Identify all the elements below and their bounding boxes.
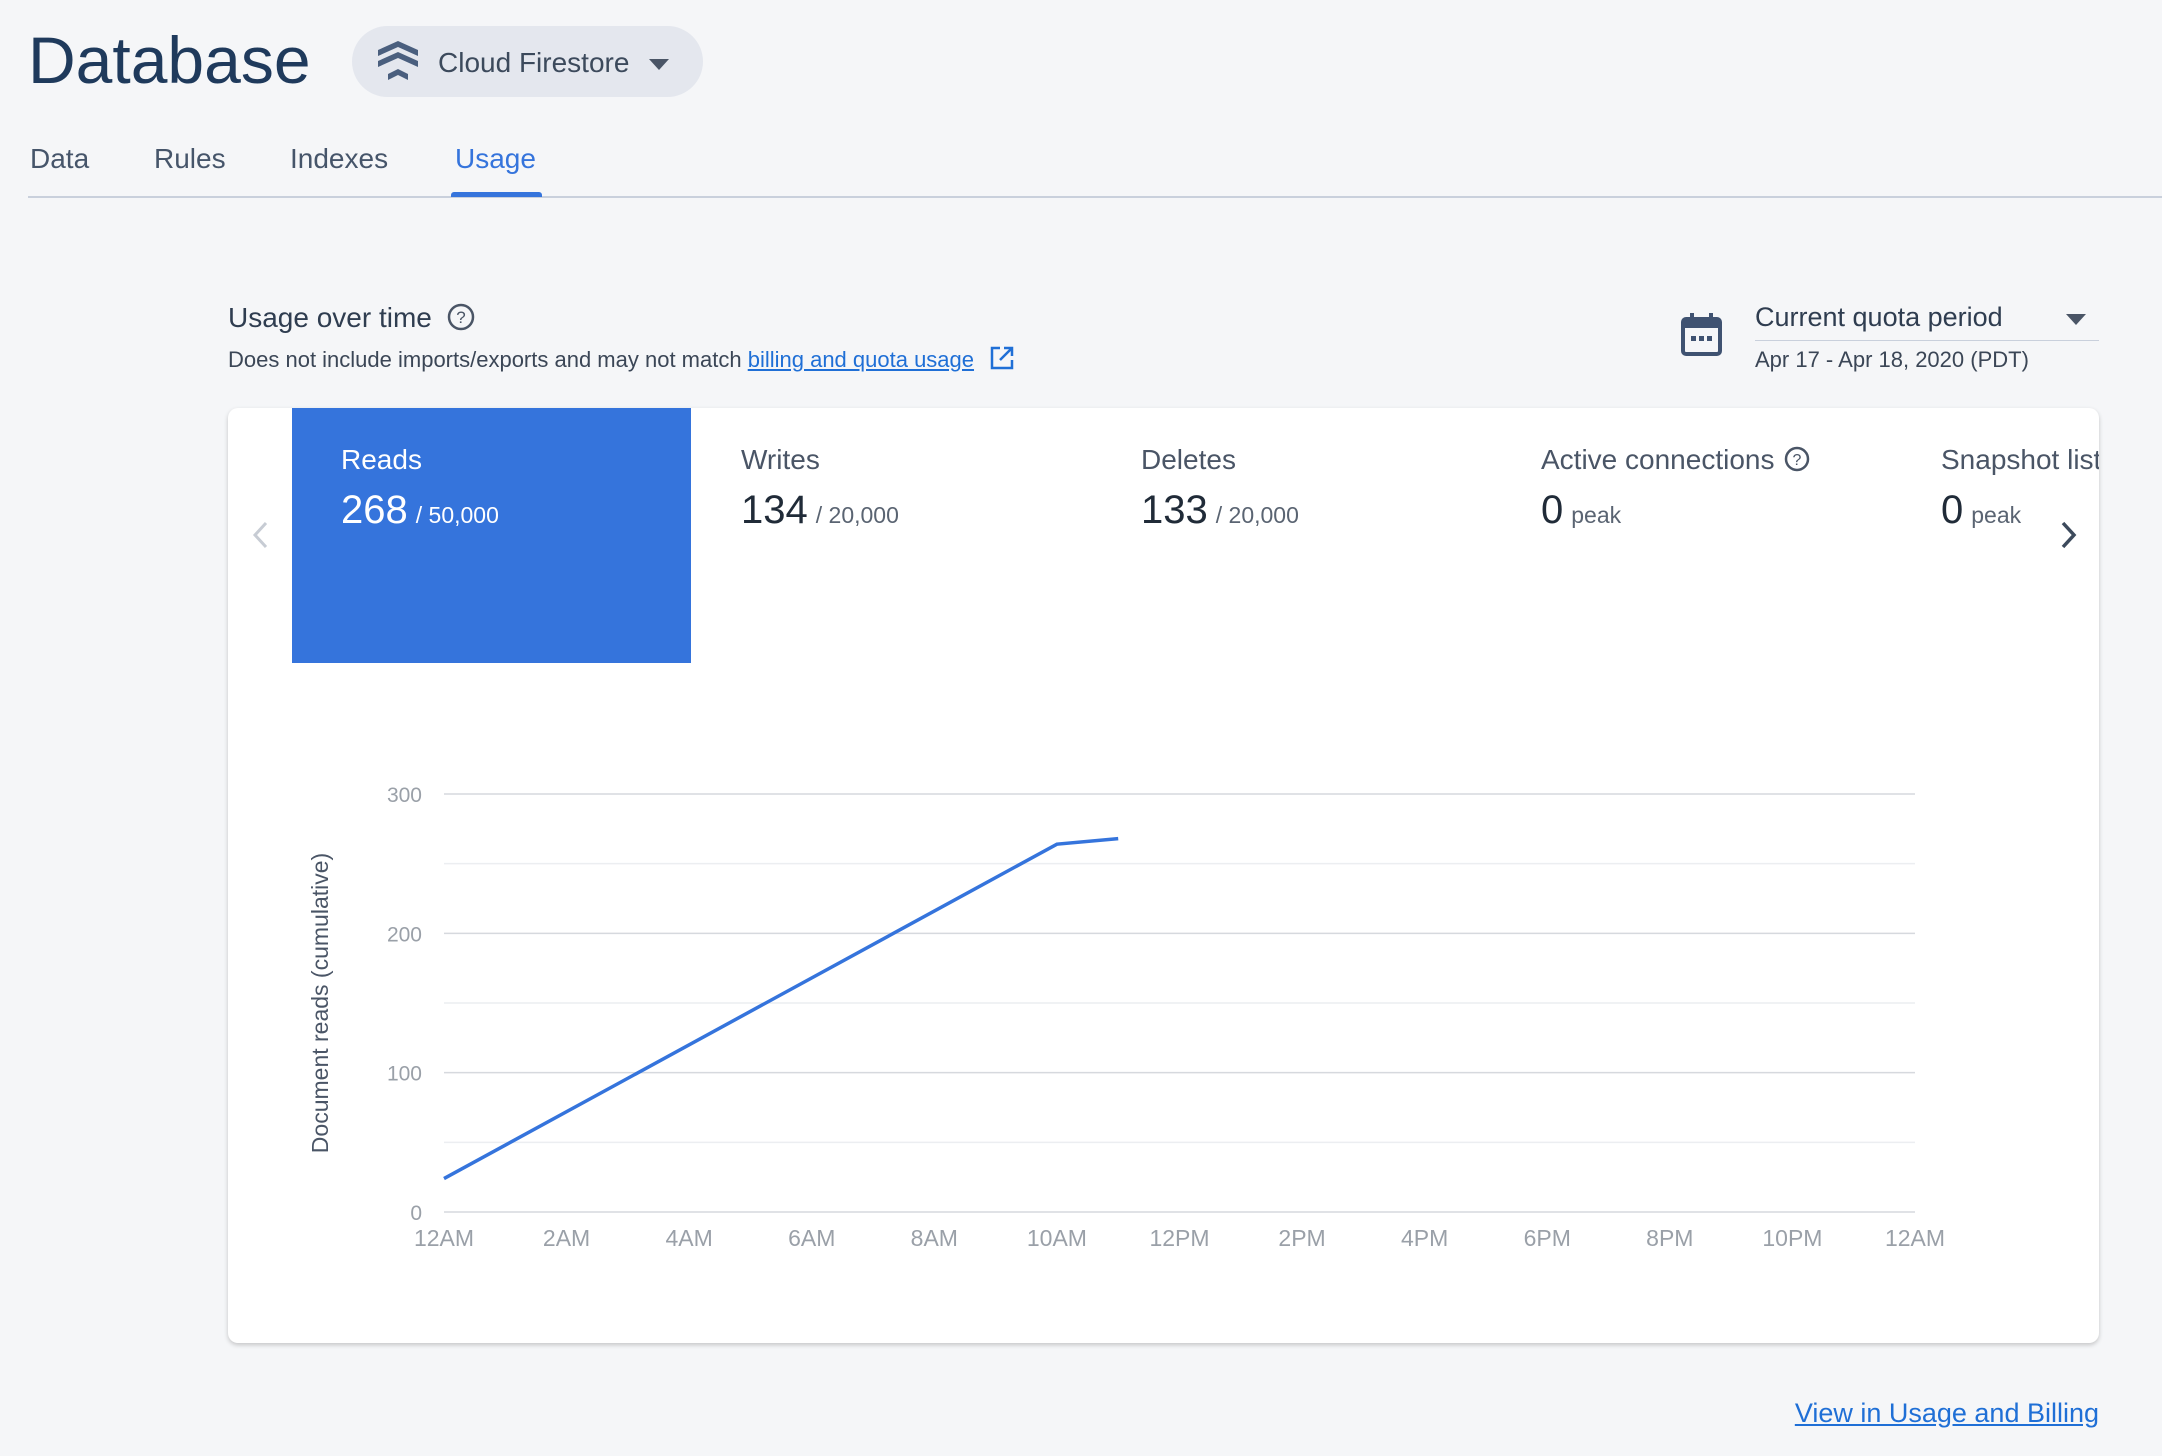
metric-tile[interactable]: Deletes 133 / 20,000 bbox=[1101, 408, 1500, 663]
metric-value-row: 134 / 20,000 bbox=[741, 488, 899, 533]
section-title: Usage over time ? bbox=[228, 302, 476, 334]
tab-active[interactable]: Usage bbox=[455, 143, 536, 174]
metric-label: Writes bbox=[741, 444, 820, 475]
metric-value: 268 bbox=[341, 488, 408, 532]
x-tick-label: 2AM bbox=[543, 1225, 590, 1251]
metric-suffix: peak bbox=[1571, 502, 1622, 528]
metric-value-row: 0 peak bbox=[1541, 488, 1621, 533]
x-tick-label: 10PM bbox=[1762, 1225, 1822, 1251]
chart: Document reads (cumulative) 0 100 200 300 12… bbox=[307, 784, 1945, 1251]
y-axis-label: Document reads (cumulative) bbox=[307, 853, 333, 1153]
metric-value: 0 bbox=[1541, 488, 1564, 532]
selected-metric bbox=[292, 408, 691, 663]
metric-value: 134 bbox=[741, 488, 808, 532]
prev-arrow[interactable] bbox=[248, 518, 272, 552]
page-title: Database bbox=[28, 23, 311, 97]
metric-value-row: 0 peak bbox=[1941, 488, 2021, 533]
period-underline bbox=[1755, 340, 2099, 341]
calendar-icon[interactable] bbox=[1680, 312, 1724, 358]
period-range: Apr 17 - Apr 18, 2020 (PDT) bbox=[1755, 347, 2029, 372]
product-selector[interactable] bbox=[352, 26, 703, 97]
svg-text:?: ? bbox=[1793, 452, 1802, 469]
help-icon[interactable]: ? bbox=[1782, 444, 1812, 474]
product-name: Cloud Firestore bbox=[438, 47, 630, 78]
svg-text:?: ? bbox=[456, 308, 465, 327]
tab[interactable]: Data bbox=[30, 143, 90, 174]
metric-value: 133 bbox=[1141, 488, 1208, 532]
metric-tile[interactable]: Reads 268 / 50,000 bbox=[301, 408, 700, 663]
usage-billing-link[interactable]: View in Usage and Billing bbox=[1794, 1398, 2099, 1428]
billing-link[interactable]: billing and quota usage bbox=[747, 347, 975, 372]
x-tick-label: 6PM bbox=[1524, 1225, 1571, 1251]
metric-suffix: / 50,000 bbox=[415, 502, 499, 528]
metric-value-row: 133 / 20,000 bbox=[1141, 488, 1299, 533]
tab[interactable]: Indexes bbox=[290, 143, 389, 174]
selector-icons bbox=[378, 41, 669, 80]
x-tick-label: 12PM bbox=[1149, 1225, 1209, 1251]
metric-label: Snapshot listeners bbox=[1941, 444, 2099, 475]
x-tick-label: 8PM bbox=[1646, 1225, 1693, 1251]
x-tick-label: 4PM bbox=[1401, 1225, 1448, 1251]
help-icon[interactable]: ? bbox=[446, 302, 476, 332]
x-tick-label: 8AM bbox=[911, 1225, 958, 1251]
period-selector[interactable]: Current quota period bbox=[1755, 302, 2003, 332]
period-dropdown-arrow[interactable] bbox=[2064, 312, 2088, 328]
metric-label: Reads bbox=[341, 444, 422, 475]
y-tick-label: 300 bbox=[387, 784, 422, 807]
metric-value: 0 bbox=[1941, 488, 1964, 532]
section-title-text: Usage over time bbox=[228, 302, 432, 333]
y-tick-label: 200 bbox=[387, 923, 422, 946]
x-tick-label: 6AM bbox=[788, 1225, 835, 1251]
metric-label: Active connections? bbox=[1541, 444, 1812, 476]
x-tick-label: 2PM bbox=[1278, 1225, 1325, 1251]
metric-value-row: 268 / 50,000 bbox=[341, 488, 499, 533]
data-line bbox=[443, 836, 1119, 1181]
usage-card: Reads 268/ 50,000 Writes 134/ 20,000 Deletes… bbox=[228, 408, 2099, 1343]
tab-indicator bbox=[451, 192, 542, 197]
metric-label: Deletes bbox=[1141, 444, 1236, 475]
external-link-icon bbox=[990, 346, 1014, 370]
x-tick-label: 10AM bbox=[1027, 1225, 1087, 1251]
tab[interactable]: Rules bbox=[154, 143, 226, 174]
metric-suffix: / 20,000 bbox=[1215, 502, 1299, 528]
metric-tile[interactable]: Writes 134 / 20,000 bbox=[701, 408, 1100, 663]
x-tick-label: 4AM bbox=[666, 1225, 713, 1251]
next-arrow[interactable] bbox=[2057, 518, 2081, 552]
tab-divider bbox=[28, 196, 2162, 198]
section-subtitle: Does not include imports/exports and may… bbox=[228, 344, 1016, 373]
x-tick-label: 12AM bbox=[414, 1225, 474, 1251]
metric-suffix: / 20,000 bbox=[815, 502, 899, 528]
subtitle-text: Does not include imports/exports and may… bbox=[228, 347, 742, 372]
metric-tile[interactable]: Snapshot listeners 0 peak bbox=[1901, 408, 2099, 663]
y-tick-label: 0 bbox=[410, 1202, 422, 1225]
metric-suffix: peak bbox=[1971, 502, 2022, 528]
metric-tile[interactable]: Active connections? 0 peak bbox=[1501, 408, 1900, 663]
y-tick-label: 100 bbox=[387, 1063, 422, 1086]
x-tick-label: 12AM bbox=[1885, 1225, 1945, 1251]
